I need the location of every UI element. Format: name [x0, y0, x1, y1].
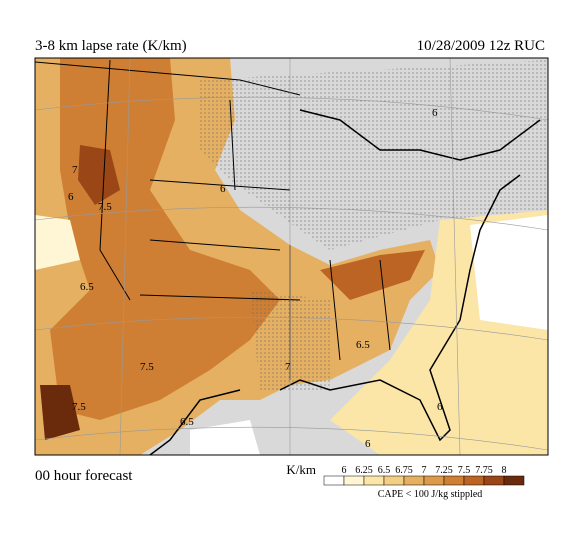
contour-label: 7.5	[98, 201, 112, 213]
field-dark-orange	[50, 58, 280, 420]
legend-swatch	[503, 475, 525, 486]
contour-label: 6	[365, 438, 371, 450]
contour-label: 6	[432, 107, 438, 119]
field-white-south	[190, 420, 260, 455]
contour-label: 6.5	[356, 339, 370, 351]
stipple-north	[200, 60, 548, 250]
contour-label: 6.5	[180, 416, 194, 428]
contour-label: 6	[220, 183, 226, 195]
legend-level: 6.75	[395, 465, 413, 476]
contour-label: 6	[68, 191, 74, 203]
legend-level: 7.75	[475, 465, 493, 476]
legend-level: 7	[422, 465, 427, 476]
title: 3-8 km lapse rate (K/km)	[35, 38, 187, 54]
forecast-hour: 00 hour forecast	[35, 468, 133, 484]
field-light-west	[35, 215, 80, 270]
field-brown-east	[320, 250, 425, 300]
contour-label: 7.5	[140, 361, 154, 373]
contour-label: 6.5	[80, 281, 94, 293]
legend-swatch	[423, 475, 445, 486]
field-white-east	[470, 215, 548, 330]
legend: 6 6.25 6.5 6.75 7 7.25 7.5 7.75 8	[323, 465, 525, 486]
run-info: 10/28/2009 12z RUC	[417, 38, 545, 54]
contour-label: 7	[72, 164, 78, 176]
map-frame	[34, 57, 549, 456]
legend-swatch	[403, 475, 425, 486]
legend-level: 7.25	[435, 465, 453, 476]
legend-level: 8	[502, 465, 507, 476]
legend-swatch	[463, 475, 485, 486]
legend-swatch	[323, 475, 345, 486]
legend-level: 6.5	[378, 465, 391, 476]
graticule	[35, 58, 548, 455]
field-brown	[78, 145, 120, 205]
field-dark-brown	[40, 385, 80, 440]
contour-label: 7	[285, 361, 291, 373]
legend-level: 6.25	[355, 465, 373, 476]
map	[35, 58, 548, 455]
legend-swatch	[443, 475, 465, 486]
legend-swatch	[383, 475, 405, 486]
legend-level: 7.5	[458, 465, 471, 476]
legend-level: 6	[342, 465, 347, 476]
legend-unit: K/km	[286, 462, 316, 477]
legend-swatch	[483, 475, 505, 486]
contour-label: 7.5	[72, 401, 86, 413]
legend-swatch	[343, 475, 365, 486]
contour-label: 6	[437, 401, 443, 413]
legend-note: CAPE < 100 J/kg stippled	[378, 489, 483, 500]
legend-swatch	[363, 475, 385, 486]
